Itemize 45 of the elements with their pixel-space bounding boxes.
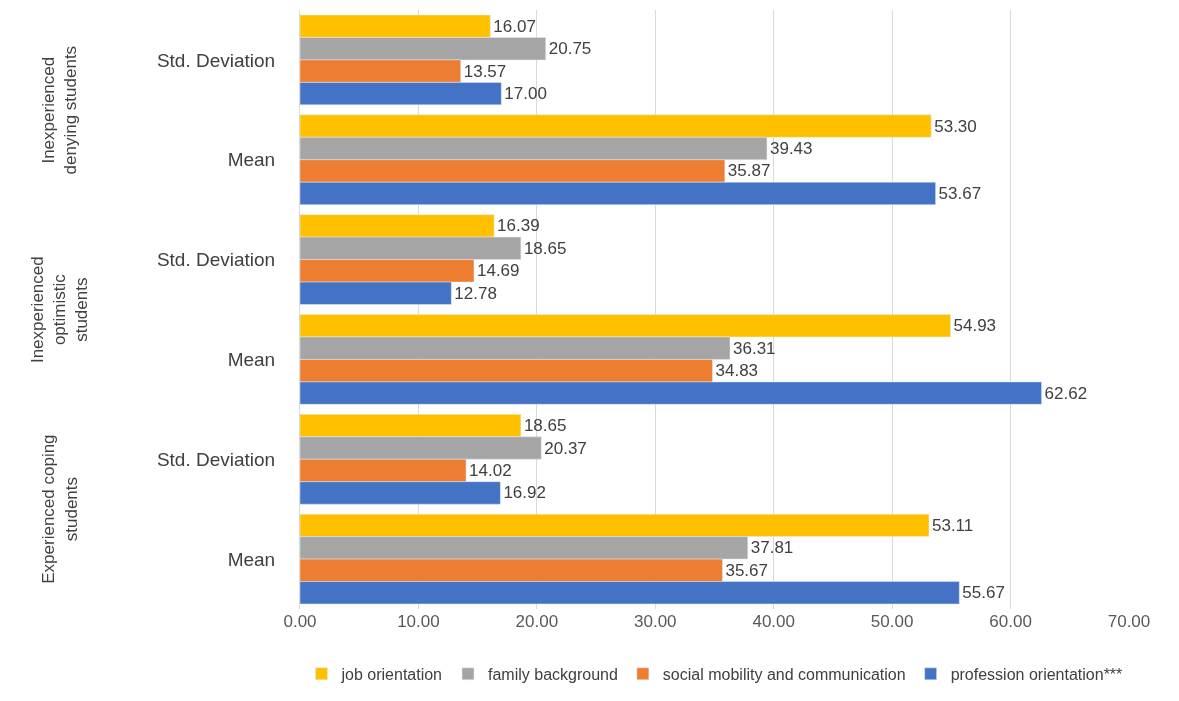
data-label: 20.75	[548, 39, 592, 59]
x-tick-label: 20.00	[515, 612, 559, 631]
data-label: 53.30	[934, 116, 977, 136]
legend-label: family background	[488, 666, 618, 684]
data-label: 20.37	[544, 438, 587, 458]
legend-label: social mobility and communication	[662, 666, 906, 684]
data-label: 14.69	[476, 261, 520, 281]
data-label: 18.65	[523, 416, 567, 436]
text: Inexperienced optimistic students	[28, 256, 92, 364]
y-tick-label: Mean	[227, 349, 276, 371]
data-label: 34.83	[715, 361, 759, 381]
y-tick-label: Std. Deviation	[156, 249, 276, 271]
data-label: 12.78	[454, 283, 497, 303]
y-tick-label: Mean	[227, 548, 276, 570]
x-tick-label: 10.00	[397, 612, 440, 631]
text: Experienced coping students	[39, 434, 81, 584]
data-label: 16.07	[493, 16, 536, 36]
data-label: 54.93	[953, 316, 997, 336]
x-tick-label: 50.00	[870, 612, 914, 631]
x-tick-label: 60.00	[989, 612, 1032, 631]
data-label: 36.31	[733, 338, 776, 358]
x-tick-label: 30.00	[634, 612, 677, 631]
data-label: 53.67	[938, 183, 982, 203]
x-tick-label: 0.00	[283, 612, 317, 631]
y-tick-label: Mean	[227, 149, 276, 171]
data-label: 35.87	[727, 161, 771, 181]
y-tick-label: Std. Deviation	[156, 49, 276, 71]
data-label: 35.67	[725, 560, 768, 580]
data-label: 55.67	[962, 583, 1005, 603]
data-label: 53.11	[931, 515, 974, 535]
y-tick-label: Std. Deviation	[156, 448, 276, 470]
data-label: 16.92	[503, 483, 546, 503]
text: Inexperienced denying students	[38, 45, 80, 175]
legend-label: profession orientation***	[950, 666, 1123, 684]
data-label: 16.39	[497, 216, 540, 236]
data-label: 17.00	[504, 84, 547, 104]
legend-label: job orientation	[340, 666, 443, 684]
data-label: 13.57	[463, 61, 507, 81]
x-tick-label: 40.00	[752, 612, 795, 631]
data-label: 18.65	[523, 238, 567, 258]
data-label: 62.62	[1044, 383, 1088, 403]
data-label: 39.43	[769, 139, 813, 159]
data-label: 14.02	[469, 460, 512, 480]
x-tick-label: 70.00	[1107, 612, 1151, 631]
data-label: 37.81	[750, 538, 794, 558]
